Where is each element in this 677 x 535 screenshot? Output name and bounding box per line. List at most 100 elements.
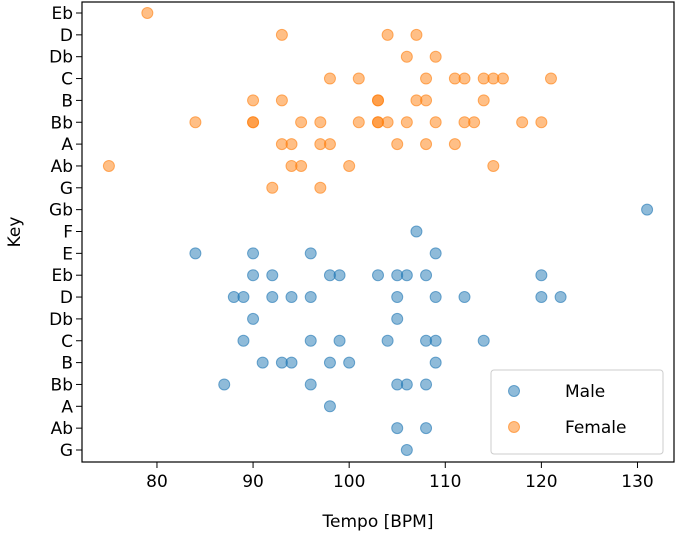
male-point: [343, 356, 356, 369]
male-point: [256, 356, 269, 369]
female-point: [352, 116, 365, 129]
x-axis-ticks: 80 90 100 110 120 130: [146, 462, 654, 492]
female-point: [496, 72, 509, 85]
female-point: [295, 116, 308, 129]
male-point: [247, 247, 260, 260]
male-point: [266, 291, 279, 304]
y-tick-label: Ab: [51, 157, 73, 177]
y-tick-label: Bb: [51, 113, 73, 133]
male-point: [266, 269, 279, 282]
male-point: [304, 291, 317, 304]
y-tick-label: D: [60, 26, 73, 46]
male-point: [218, 378, 231, 391]
male-point: [400, 378, 413, 391]
y-tick-label: C: [61, 70, 73, 90]
y-tick-label: Bb: [51, 375, 73, 395]
female-point: [247, 94, 260, 107]
male-point: [458, 291, 471, 304]
female-point: [381, 28, 394, 41]
male-point: [189, 247, 202, 260]
female-point: [247, 116, 260, 129]
female-point: [420, 72, 433, 85]
male-point: [247, 312, 260, 325]
y-tick-label: B: [61, 91, 73, 111]
x-tick-label: 110: [429, 472, 461, 492]
y-tick-label: D: [60, 288, 73, 308]
y-tick-label: Eb: [51, 266, 73, 286]
male-point: [429, 291, 442, 304]
legend-label-female: Female: [565, 418, 626, 438]
female-point: [391, 138, 404, 151]
male-point: [535, 269, 548, 282]
legend-box: [490, 369, 664, 455]
female-point: [468, 116, 481, 129]
female-point: [477, 94, 490, 107]
female-point: [410, 28, 423, 41]
x-tick-label: 80: [146, 472, 168, 492]
y-axis-label: Key: [5, 217, 25, 248]
male-point: [429, 356, 442, 369]
female-point: [381, 116, 394, 129]
female-point: [535, 116, 548, 129]
female-point: [141, 7, 154, 19]
female-point: [487, 159, 500, 172]
y-tick-label: Gb: [49, 201, 73, 221]
male-point: [391, 422, 404, 435]
female-point: [400, 116, 413, 129]
female-point: [314, 116, 327, 129]
male-point: [410, 225, 423, 238]
male-point: [641, 203, 654, 216]
y-tick-label: Ab: [51, 419, 73, 439]
y-tick-label: A: [61, 397, 73, 417]
female-point: [314, 181, 327, 194]
y-tick-label: A: [61, 135, 73, 155]
legend-marker-female: [508, 421, 520, 433]
y-tick-label: Db: [49, 48, 73, 68]
female-point: [323, 138, 336, 151]
legend: Male Female: [490, 369, 664, 455]
y-tick-label: F: [63, 223, 73, 243]
male-point: [323, 356, 336, 369]
male-point: [429, 334, 442, 347]
male-point: [285, 291, 298, 304]
female-point: [429, 116, 442, 129]
male-point: [400, 444, 413, 456]
male-point: [420, 422, 433, 435]
x-axis-label: Tempo [BPM]: [322, 512, 434, 532]
x-tick-label: 120: [525, 472, 557, 492]
female-point: [266, 181, 279, 194]
male-point: [391, 291, 404, 304]
y-tick-label: G: [60, 179, 73, 199]
female-point: [420, 138, 433, 151]
y-tick-label: G: [60, 441, 73, 461]
male-point: [429, 247, 442, 260]
y-tick-label: Eb: [51, 4, 73, 24]
x-tick-label: 90: [242, 472, 264, 492]
x-tick-label: 130: [621, 472, 653, 492]
male-point: [333, 269, 346, 282]
male-point: [477, 334, 490, 347]
male-point: [304, 378, 317, 391]
y-tick-label: B: [61, 354, 73, 374]
female-point: [275, 28, 288, 41]
y-tick-label: C: [61, 332, 73, 352]
female-point: [343, 159, 356, 172]
female-point: [400, 50, 413, 63]
male-point: [535, 291, 548, 304]
male-point: [323, 400, 336, 413]
male-point: [372, 269, 384, 282]
y-tick-label: E: [62, 244, 73, 264]
male-point: [237, 291, 250, 304]
male-point: [333, 334, 346, 347]
female-point: [420, 94, 433, 107]
female-point: [285, 138, 298, 151]
female-point: [102, 159, 115, 172]
male-point: [237, 334, 250, 347]
male-point: [554, 291, 567, 304]
male-point: [304, 247, 317, 260]
female-point: [544, 72, 557, 85]
female-point: [448, 138, 461, 151]
female-point: [429, 50, 442, 63]
